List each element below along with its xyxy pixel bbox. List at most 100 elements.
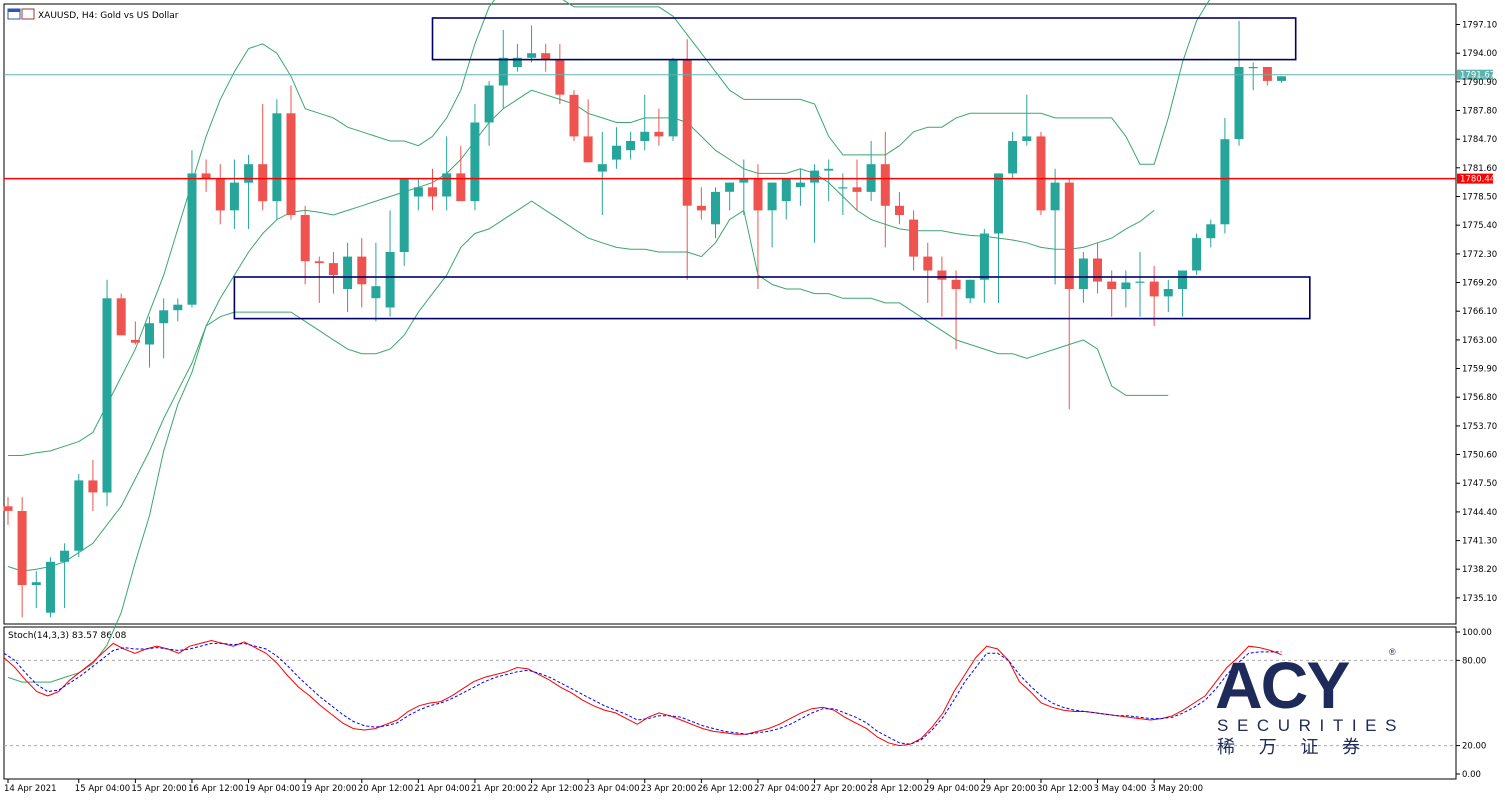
y-tick-label: 1766.10 xyxy=(1462,307,1497,317)
candle-body-bear xyxy=(654,131,664,137)
candle xyxy=(399,178,409,266)
time-axis: 14 Apr 2021 15 Apr 04:00 15 Apr 20:00 16 Ap… xyxy=(4,779,1203,794)
candle xyxy=(286,85,296,220)
acy-logo: ACY ® SECURITIES 稀 万 证 券 xyxy=(1215,647,1405,758)
x-tick-label: 30 Apr 12:00 xyxy=(1037,784,1092,794)
candle-body-bear xyxy=(541,53,551,60)
candle xyxy=(1248,62,1258,91)
candle-body-bull xyxy=(994,173,1003,234)
candle xyxy=(1050,168,1060,285)
bollinger-bands xyxy=(7,0,1210,683)
candle xyxy=(300,205,310,285)
candle-body-bear xyxy=(428,187,437,197)
chart-window-icon-bar xyxy=(8,9,20,12)
band-middle-line xyxy=(7,89,1155,572)
candle-body-bull xyxy=(31,582,41,585)
candle-body-bull xyxy=(343,256,353,289)
candle-body-bull xyxy=(1121,282,1131,289)
candle-body-bear xyxy=(1036,136,1046,211)
candle xyxy=(1064,178,1074,410)
candle xyxy=(668,57,678,141)
candle-body-bear xyxy=(1107,281,1117,289)
y-tick-label: 1759.90 xyxy=(1462,365,1497,375)
candle-body-bear xyxy=(923,256,933,271)
x-tick-label: 15 Apr 20:00 xyxy=(131,784,186,794)
x-tick-label: 29 Apr 20:00 xyxy=(980,784,1035,794)
x-tick-label: 27 Apr 04:00 xyxy=(754,784,809,794)
y-tick-label: 1735.10 xyxy=(1462,594,1497,604)
candle xyxy=(880,131,890,248)
candle-body-bull xyxy=(1008,141,1018,174)
candle-body-bull xyxy=(824,168,834,171)
y-tick-label: 1797.10 xyxy=(1462,21,1497,31)
candle xyxy=(1163,279,1173,313)
candle-body-bull xyxy=(1277,76,1286,81)
candle xyxy=(102,279,112,507)
candle-body-bull xyxy=(739,178,749,183)
stoch-main-line xyxy=(3,639,1282,747)
x-tick-label: 23 Apr 04:00 xyxy=(584,784,639,794)
candle xyxy=(1093,242,1102,294)
candle-body-bear xyxy=(17,511,27,585)
stoch-levels xyxy=(4,659,1456,747)
candle xyxy=(569,90,579,141)
candle xyxy=(470,104,480,211)
candle-body-bull xyxy=(512,57,522,67)
y-tick-label: 1753.70 xyxy=(1462,422,1497,432)
x-tick-label: 29 Apr 04:00 xyxy=(924,784,979,794)
candle xyxy=(626,131,636,160)
candle xyxy=(229,159,239,229)
candle-body-bull xyxy=(1192,238,1202,271)
candle-body-bear xyxy=(753,178,763,211)
candle xyxy=(654,108,664,146)
candle-body-bull xyxy=(767,182,777,211)
candle-body-bull xyxy=(725,182,735,192)
x-tick-label: 15 Apr 04:00 xyxy=(75,784,130,794)
y-tick-label: 1778.50 xyxy=(1462,193,1497,203)
candle xyxy=(385,210,395,317)
candle xyxy=(484,80,494,146)
x-tick-label: 21 Apr 04:00 xyxy=(414,784,469,794)
y-tick-label: 1747.50 xyxy=(1462,479,1497,489)
candle-body-bull xyxy=(795,182,805,188)
y-tick-label: 1781.60 xyxy=(1462,164,1497,174)
x-tick-label: 14 Apr 2021 xyxy=(4,784,57,794)
y-tick-label: 1738.20 xyxy=(1462,565,1497,575)
candle xyxy=(60,543,70,609)
candle xyxy=(1234,20,1244,146)
candle xyxy=(442,136,452,211)
candle-body-bull xyxy=(1234,67,1244,140)
stoch-plot-frame xyxy=(3,626,1457,780)
candle-body-bear xyxy=(583,136,593,163)
candle-body-bull xyxy=(229,182,239,211)
resistance-zone xyxy=(431,17,1297,61)
candle-body-bull xyxy=(1206,224,1216,239)
x-tick-label: 21 Apr 20:00 xyxy=(471,784,526,794)
candle-body-bear xyxy=(880,164,890,206)
candle-body-bear xyxy=(456,173,466,202)
candle-body-bear xyxy=(1262,67,1272,81)
candle-body-bull xyxy=(442,173,452,197)
main-plot-frame xyxy=(3,3,1457,625)
logo-chinese-text: 稀 万 证 券 xyxy=(1217,737,1369,758)
candle xyxy=(527,25,537,63)
stoch-y-tick-label: 100.00 xyxy=(1462,628,1492,638)
candle xyxy=(923,242,933,303)
logo-subtext: SECURITIES xyxy=(1217,716,1405,735)
y-tick-label: 1775.40 xyxy=(1462,221,1497,231)
candle-body-bull xyxy=(1163,289,1173,297)
y-tick-label: 1741.30 xyxy=(1462,537,1497,547)
candle-body-bear xyxy=(951,279,961,289)
candle xyxy=(187,150,197,308)
candle xyxy=(937,256,947,317)
candle xyxy=(258,104,268,211)
candle-body-bull xyxy=(1078,258,1088,289)
x-tick-label: 3 May 04:00 xyxy=(1094,784,1147,794)
candle-body-bear xyxy=(555,59,565,95)
y-tick-label: 1794.00 xyxy=(1462,49,1497,59)
candle xyxy=(272,99,282,220)
candle-body-bull xyxy=(371,286,381,299)
candle xyxy=(1192,233,1202,276)
candle xyxy=(17,497,27,618)
